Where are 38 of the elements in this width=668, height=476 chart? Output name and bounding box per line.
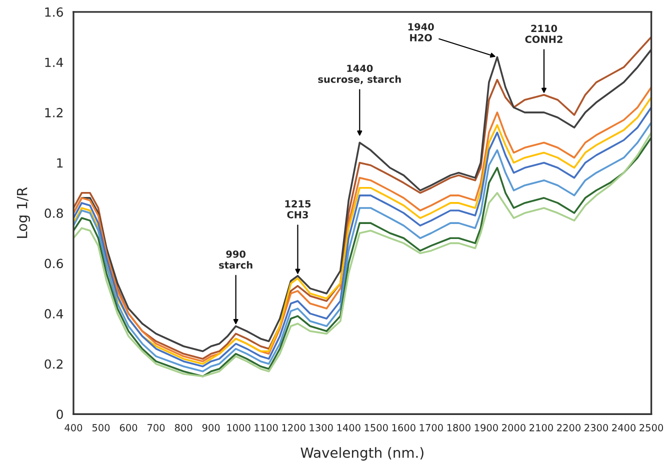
- x-tick-label: 1200: [282, 424, 306, 432]
- x-tick-label: 1600: [392, 424, 416, 432]
- x-tick-label: 1500: [364, 424, 388, 432]
- x-tick-label: 800: [174, 424, 192, 432]
- annotation: 2110 CONH2: [525, 24, 562, 43]
- y-tick-label: 0.8: [44, 208, 63, 218]
- y-tick-label: 1.6: [45, 7, 63, 17]
- x-tick-label: 700: [148, 424, 165, 432]
- y-axis-title: Log 1/R: [16, 187, 30, 238]
- x-tick-label: 600: [120, 424, 138, 432]
- x-tick-label: 500: [92, 424, 110, 432]
- x-tick-label: 1400: [337, 424, 360, 432]
- x-tick-label: 2300: [584, 424, 608, 432]
- x-tick-label: 1100: [254, 424, 278, 432]
- annotation: 1940 H2O: [408, 23, 434, 42]
- x-tick-label: 400: [64, 424, 82, 432]
- y-tick-label: 1: [57, 158, 63, 168]
- annotation: 1440 sucrose, starch: [318, 64, 401, 84]
- y-tick-label: 1.2: [45, 108, 63, 118]
- y-tick-label: 0.4: [44, 309, 64, 318]
- y-tick-label: 1.4: [45, 58, 64, 67]
- x-tick-label: 900: [202, 424, 220, 432]
- x-tick-label: 2100: [530, 424, 553, 432]
- x-tick-label: 1000: [227, 424, 250, 432]
- x-tick-label: 1300: [310, 424, 333, 432]
- x-tick-label: 2200: [557, 424, 580, 432]
- x-tick-label: 2500: [640, 424, 664, 432]
- y-tick-label: 0: [56, 410, 63, 420]
- y-tick-label: 0.6: [44, 258, 63, 268]
- annotation: 990 starch: [219, 250, 252, 269]
- x-tick-label: 2400: [612, 424, 636, 432]
- x-tick-label: 1800: [447, 424, 470, 432]
- x-axis-title: Wavelength (nm.): [300, 447, 424, 461]
- annotation: 1215 CH3: [285, 200, 311, 218]
- x-tick-label: 2000: [502, 424, 526, 432]
- x-tick-label: 1700: [420, 424, 443, 432]
- y-tick-label: 0.2: [44, 359, 63, 369]
- x-tick-label: 1900: [474, 424, 498, 432]
